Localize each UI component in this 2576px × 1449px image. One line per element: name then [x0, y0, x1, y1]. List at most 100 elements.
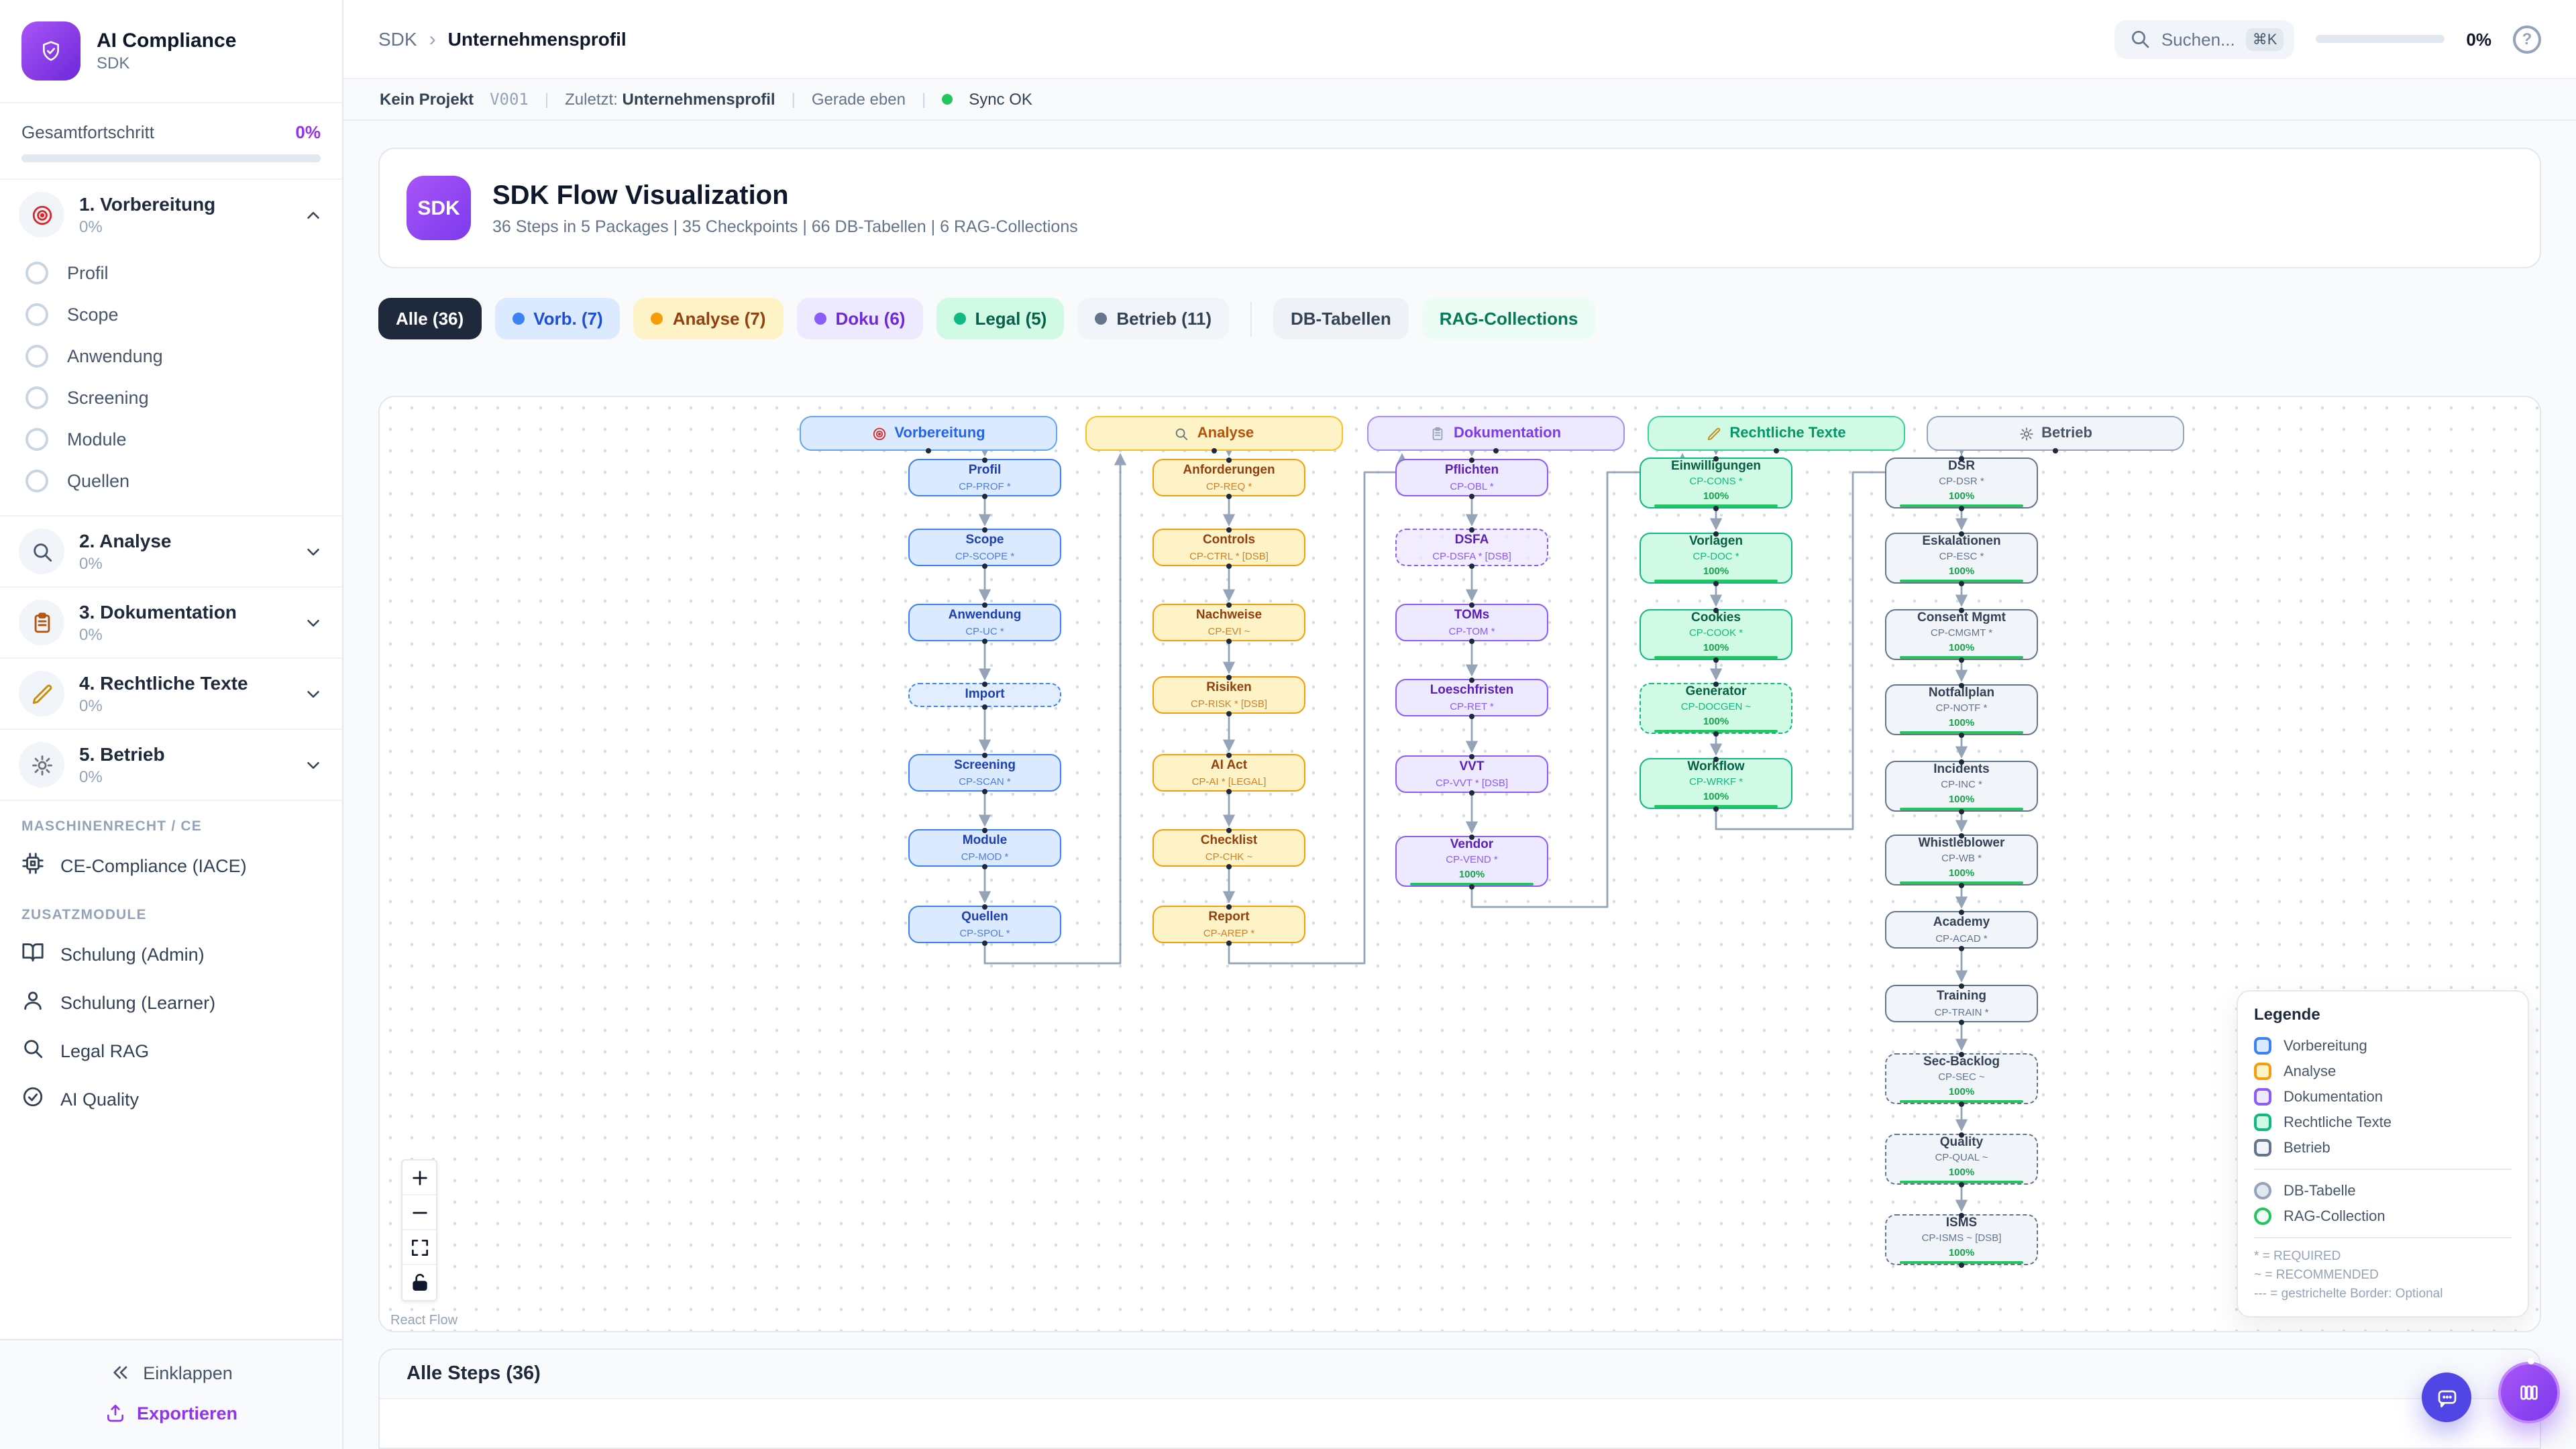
node-code: CP-MOD *: [961, 850, 1009, 863]
flow-node-risiken[interactable]: Risiken CP-RISK * [DSB]: [1152, 674, 1305, 716]
shield-check-icon: [40, 40, 62, 62]
flow-node-notfallplan[interactable]: Notfallplan CP-NOTF * 100%: [1885, 682, 2038, 737]
node-progress: 100%: [1948, 1085, 1975, 1098]
flow-node-generator[interactable]: Generator CP-DOCGEN ~ 100%: [1640, 681, 1792, 736]
flow-node-eskalationen[interactable]: Eskalationen CP-ESC * 100%: [1885, 531, 2038, 586]
filter-chip-db-tabellen[interactable]: DB-Tabellen: [1273, 298, 1409, 339]
filter-chip-doku-6-[interactable]: Doku (6): [796, 298, 923, 339]
package-header-rechtliche-texte[interactable]: Rechtliche Texte: [1648, 416, 1905, 453]
flow-node-ai-act[interactable]: AI Act CP-AI * [LEGAL]: [1152, 752, 1305, 794]
reactflow-attribution[interactable]: React Flow: [390, 1313, 458, 1328]
flow-node-loeschfristen[interactable]: Loeschfristen CP-RET *: [1395, 677, 1548, 718]
node-code: CP-WB *: [1941, 852, 1982, 865]
export-button[interactable]: Exportieren: [19, 1393, 323, 1433]
filter-chip-rag-collections[interactable]: RAG-Collections: [1421, 298, 1596, 339]
sidebar-step-profil[interactable]: Profil: [0, 252, 342, 294]
flow-node-pflichten[interactable]: Pflichten CP-OBL *: [1395, 457, 1548, 498]
filter-chip-legal-5-[interactable]: Legal (5): [936, 298, 1065, 339]
flow-node-import[interactable]: Import: [908, 681, 1061, 709]
flow-node-nachweise[interactable]: Nachweise CP-EVI ~: [1152, 602, 1305, 643]
flow-node-academy[interactable]: Academy CP-ACAD *: [1885, 909, 2038, 951]
sidebar-step-anwendung[interactable]: Anwendung: [0, 335, 342, 377]
flow-node-vvt[interactable]: VVT CP-VVT * [DSB]: [1395, 753, 1548, 795]
filter-chip-vorb-7-[interactable]: Vorb. (7): [494, 298, 621, 339]
app-subtitle: SDK: [97, 54, 130, 72]
flow-node-checklist[interactable]: Checklist CP-CHK ~: [1152, 827, 1305, 869]
sidebar-step-module[interactable]: Module: [0, 419, 342, 460]
flow-node-toms[interactable]: TOMs CP-TOM *: [1395, 602, 1548, 643]
sidebar-step-screening[interactable]: Screening: [0, 377, 342, 419]
filter-chip-betrieb-11-[interactable]: Betrieb (11): [1077, 298, 1229, 339]
filter-chip-analyse-7-[interactable]: Analyse (7): [633, 298, 784, 339]
package-header-dokumentation[interactable]: Dokumentation: [1367, 416, 1625, 453]
sidebar-item-schulung-learner-[interactable]: Schulung (Learner): [0, 978, 342, 1026]
lock-button[interactable]: [402, 1265, 436, 1300]
sidebar-section-3[interactable]: 3. Dokumentation 0%: [0, 588, 342, 657]
minus-icon: [409, 1201, 430, 1223]
item-label: Schulung (Learner): [60, 992, 216, 1012]
node-progress-bar: [1654, 504, 1778, 507]
page-title: SDK Flow Visualization: [492, 180, 789, 210]
board-fab-button[interactable]: [2498, 1362, 2560, 1424]
zoom-out-button[interactable]: [402, 1195, 436, 1230]
flow-node-isms[interactable]: ISMS CP-ISMS ~ [DSB] 100%: [1885, 1212, 2038, 1267]
legend-item-rag-collection: RAG-Collection: [2254, 1203, 2512, 1229]
flow-node-vorlagen[interactable]: Vorlagen CP-DOC * 100%: [1640, 531, 1792, 586]
node-code: CP-VVT * [DSB]: [1435, 776, 1509, 789]
package-header-betrieb[interactable]: Betrieb: [1927, 416, 2184, 453]
flow-node-whistleblower[interactable]: Whistleblower CP-WB * 100%: [1885, 833, 2038, 888]
node-code: CP-DSFA * [DSB]: [1432, 549, 1511, 562]
gear-icon: [2019, 426, 2033, 441]
package-header-vorbereitung[interactable]: Vorbereitung: [800, 416, 1057, 453]
flow-canvas[interactable]: Legende Vorbereitung Analyse Dokumentation…: [378, 396, 2541, 1332]
flow-node-quellen[interactable]: Quellen CP-SPOL *: [908, 904, 1061, 945]
collapse-sidebar-button[interactable]: Einklappen: [19, 1352, 323, 1393]
flow-node-einwilligungen[interactable]: Einwilligungen CP-CONS * 100%: [1640, 455, 1792, 511]
sidebar-section-4[interactable]: 4. Rechtliche Texte 0%: [0, 659, 342, 729]
package-header-analyse[interactable]: Analyse: [1085, 416, 1343, 453]
sidebar-step-scope[interactable]: Scope: [0, 294, 342, 335]
flow-node-dsr[interactable]: DSR CP-DSR * 100%: [1885, 455, 2038, 511]
flow-node-anforderungen[interactable]: Anforderungen CP-REQ *: [1152, 457, 1305, 498]
sidebar-step-quellen[interactable]: Quellen: [0, 460, 342, 502]
sidebar-item-ce-compliance[interactable]: CE-Compliance (IACE): [0, 841, 342, 890]
filter-chip-alle-36-[interactable]: Alle (36): [378, 298, 482, 339]
flow-node-consent-mgmt[interactable]: Consent Mgmt CP-CMGMT * 100%: [1885, 607, 2038, 662]
node-code: CP-OBL *: [1450, 480, 1494, 492]
sidebar-section-5[interactable]: 5. Betrieb 0%: [0, 730, 342, 800]
sidebar-section-1[interactable]: 1. Vorbereitung 0%: [0, 180, 342, 250]
node-code: CP-CTRL * [DSB]: [1189, 549, 1269, 562]
chat-fab-button[interactable]: [2422, 1373, 2471, 1422]
zoom-in-button[interactable]: [402, 1161, 436, 1195]
node-code: CP-CONS *: [1689, 475, 1743, 488]
flow-node-anwendung[interactable]: Anwendung CP-UC *: [908, 602, 1061, 643]
flow-node-cookies[interactable]: Cookies CP-COOK * 100%: [1640, 607, 1792, 662]
flow-node-training[interactable]: Training CP-TRAIN *: [1885, 983, 2038, 1024]
flow-node-incidents[interactable]: Incidents CP-INC * 100%: [1885, 759, 2038, 814]
flow-node-vendor[interactable]: Vendor CP-VEND * 100%: [1395, 834, 1548, 889]
flow-node-dsfa[interactable]: DSFA CP-DSFA * [DSB]: [1395, 527, 1548, 568]
node-progress: 100%: [1458, 868, 1485, 881]
flow-node-module[interactable]: Module CP-MOD *: [908, 827, 1061, 869]
fit-view-button[interactable]: [402, 1230, 436, 1265]
flow-node-sec-backlog[interactable]: Sec-Backlog CP-SEC ~ 100%: [1885, 1051, 2038, 1106]
flow-node-screening[interactable]: Screening CP-SCAN *: [908, 752, 1061, 794]
chevrons-left-icon: [109, 1362, 131, 1383]
flow-node-scope[interactable]: Scope CP-SCOPE *: [908, 527, 1061, 568]
help-button[interactable]: ?: [2513, 25, 2541, 53]
node-progress-bar: [1654, 580, 1778, 582]
sidebar-item-ai-quality[interactable]: AI Quality: [0, 1075, 342, 1123]
flow-node-report[interactable]: Report CP-AREP *: [1152, 904, 1305, 945]
sidebar-section-2[interactable]: 2. Analyse 0%: [0, 517, 342, 586]
flow-node-quality[interactable]: Quality CP-QUAL ~ 100%: [1885, 1132, 2038, 1187]
status-bar: Kein Projekt V001 | Zuletzt: Unternehmen…: [343, 78, 2576, 121]
flow-node-profil[interactable]: Profil CP-PROF *: [908, 457, 1061, 498]
breadcrumb-sdk[interactable]: SDK: [378, 28, 417, 50]
sidebar-item-legal-rag[interactable]: Legal RAG: [0, 1026, 342, 1075]
search-input[interactable]: Suchen... ⌘K: [2114, 19, 2295, 58]
flow-node-workflow[interactable]: Workflow CP-WRKF * 100%: [1640, 756, 1792, 811]
flow-node-controls[interactable]: Controls CP-CTRL * [DSB]: [1152, 527, 1305, 568]
sidebar-item-schulung-admin-[interactable]: Schulung (Admin): [0, 930, 342, 978]
node-code: CP-TOM *: [1448, 625, 1495, 637]
